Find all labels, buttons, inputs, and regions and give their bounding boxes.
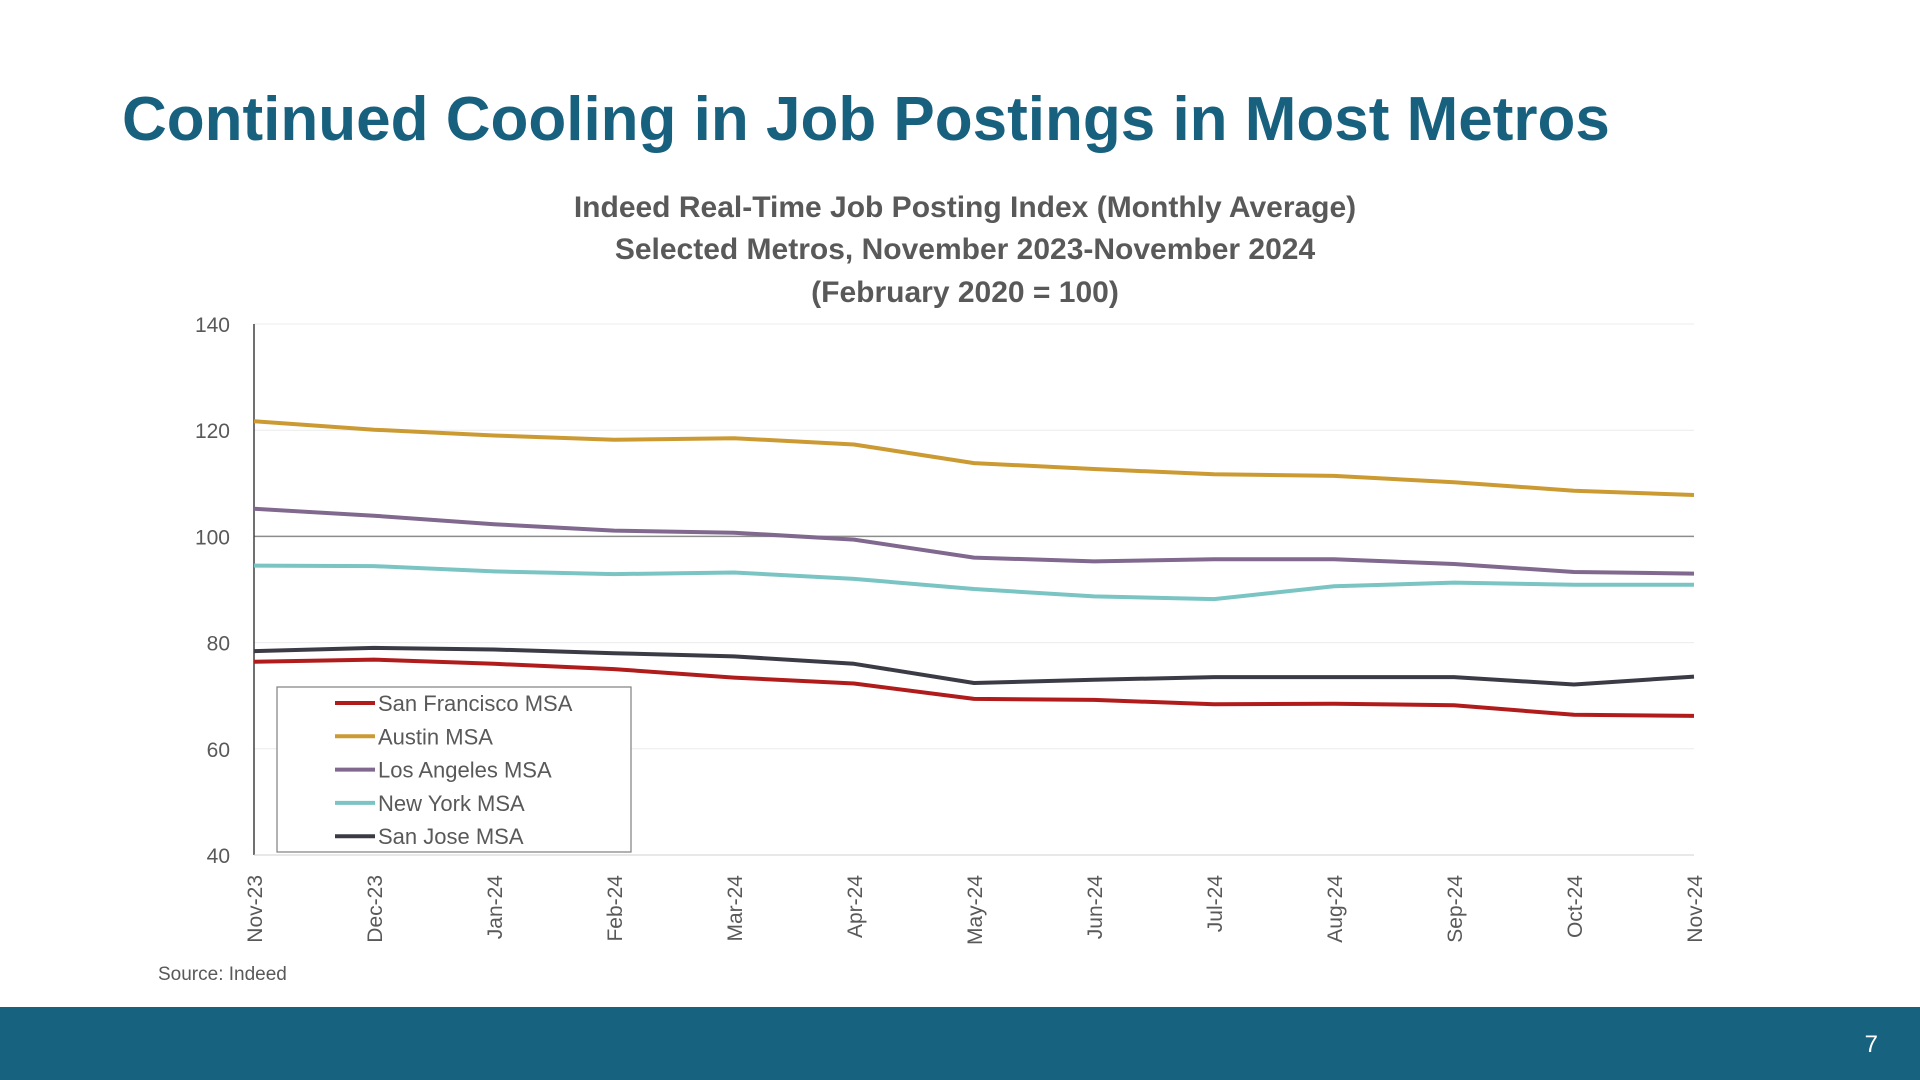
y-tick-label: 120 [195, 420, 230, 443]
chart-title: Indeed Real-Time Job Posting Index (Mont… [574, 191, 1356, 224]
legend-label: Austin MSA [378, 724, 493, 749]
x-tick-label: Apr-24 [844, 875, 867, 938]
x-tick-label: Jun-24 [1084, 875, 1107, 940]
series-lines [253, 419, 1695, 718]
x-tick-label: May-24 [964, 875, 987, 945]
line-chart: Indeed Real-Time Job Posting Index (Mont… [195, 191, 1707, 945]
x-tick-label: Nov-24 [1684, 875, 1707, 943]
legend-label: Los Angeles MSA [378, 758, 552, 783]
legend-label: San Jose MSA [378, 824, 524, 849]
series-line [253, 645, 1695, 687]
x-tick-label: Dec-23 [364, 875, 387, 943]
page-number: 7 [1864, 1031, 1878, 1058]
y-tick-label: 100 [195, 526, 230, 549]
chart-subtitle: Selected Metros, November 2023-November … [615, 233, 1316, 266]
x-tick-label: Nov-23 [244, 875, 267, 943]
legend-label: New York MSA [378, 791, 525, 816]
series-line [253, 563, 1694, 602]
x-tick-label: Jan-24 [484, 875, 507, 940]
y-tick-label: 60 [207, 739, 230, 762]
axes: 40 60 80 100 120 140 Nov-23 Dec-23 Jan-24 Feb-24 M… [195, 314, 1707, 945]
x-tick-label: Mar-24 [724, 875, 747, 942]
x-tick-label: Jul-24 [1204, 875, 1227, 933]
x-tick-label: Sep-24 [1444, 875, 1467, 943]
x-tick-label: Aug-24 [1324, 875, 1347, 943]
chart-subtitle-base: (February 2020 = 100) [811, 276, 1119, 309]
x-tick-label: Feb-24 [604, 875, 627, 942]
series-line [253, 657, 1695, 718]
y-tick-label: 140 [195, 314, 230, 337]
x-tick-label: Oct-24 [1564, 875, 1587, 938]
legend: San Francisco MSA Austin MSA Los Angeles M… [276, 686, 632, 853]
source-note: Source: Indeed [158, 964, 287, 985]
footer-bar: 7 [0, 1007, 1920, 1080]
legend-label: San Francisco MSA [378, 691, 573, 716]
series-line [253, 419, 1695, 497]
chart-title-group: Indeed Real-Time Job Posting Index (Mont… [574, 191, 1356, 309]
series-line [253, 506, 1695, 576]
legend-box [276, 686, 632, 853]
slide-title: Continued Cooling in Job Postings in Mos… [122, 85, 1610, 154]
y-tick-label: 80 [207, 633, 230, 656]
y-tick-label: 40 [207, 845, 230, 868]
